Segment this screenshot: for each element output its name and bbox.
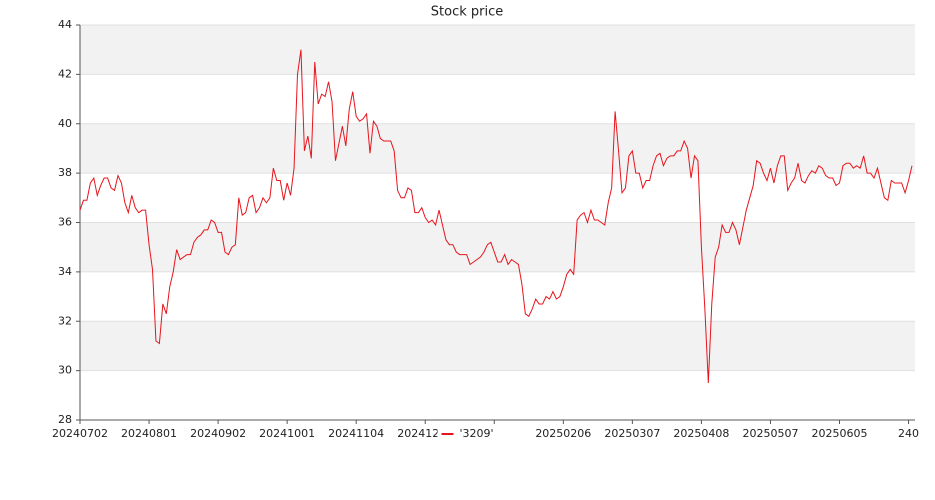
legend: '3209' bbox=[437, 425, 534, 443]
chart-title: Stock price bbox=[431, 5, 503, 20]
x-tick-label: 20250507 bbox=[742, 427, 798, 440]
legend-box bbox=[437, 425, 534, 443]
x-tick-label: 20250307 bbox=[604, 427, 660, 440]
y-tick-label: 36 bbox=[58, 216, 72, 229]
y-tick-label: 34 bbox=[58, 265, 72, 278]
line-series bbox=[79, 49, 913, 383]
y-tick-label: 38 bbox=[58, 166, 72, 179]
y-tick-label: 32 bbox=[58, 314, 72, 327]
x-tick-label: 20250605 bbox=[812, 427, 868, 440]
y-tick-label: 42 bbox=[58, 67, 72, 80]
x-tick-label: 20250408 bbox=[673, 427, 729, 440]
y-tick-label: 28 bbox=[58, 413, 72, 426]
y-tick-label: 30 bbox=[58, 364, 72, 377]
grid-band bbox=[80, 25, 915, 75]
x-tick-label: 20241104 bbox=[328, 427, 384, 440]
y-tick-label: 40 bbox=[58, 117, 72, 130]
y-tick-label: 44 bbox=[58, 18, 72, 31]
grid-band bbox=[80, 321, 915, 371]
x-tick-label: 20240702 bbox=[52, 427, 108, 440]
x-tick-label: 20250206 bbox=[535, 427, 591, 440]
x-tick-label: 20240801 bbox=[121, 427, 177, 440]
x-tick-label: 240 bbox=[898, 427, 919, 440]
grid-band bbox=[80, 222, 915, 272]
x-tick-label: 20240902 bbox=[190, 427, 246, 440]
grid-band bbox=[80, 123, 915, 174]
x-tick-label: 20241001 bbox=[259, 427, 315, 440]
legend-label: '3209' bbox=[460, 427, 494, 440]
